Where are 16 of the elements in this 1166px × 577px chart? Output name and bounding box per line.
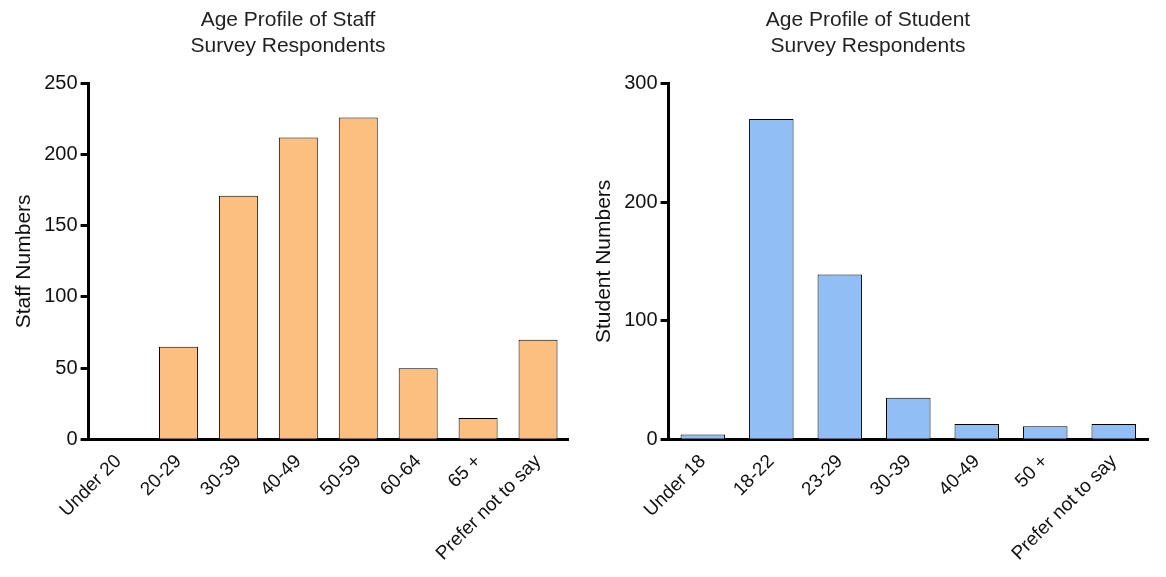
y-tick-label: 200 bbox=[44, 142, 78, 165]
y-axis-title: Staff Numbers bbox=[11, 194, 35, 329]
y-tick-label: 150 bbox=[44, 213, 78, 236]
y-tick-label: 200 bbox=[624, 189, 658, 212]
y-tick-label: 100 bbox=[44, 284, 78, 307]
y-tick-label: 250 bbox=[44, 70, 78, 93]
x-tick-label: 65 + bbox=[443, 450, 485, 492]
y-axis-title: Student Numbers bbox=[591, 179, 615, 344]
x-tick-label: 50 + bbox=[1010, 450, 1052, 492]
y-tick-label: 50 bbox=[55, 355, 78, 378]
y-tick-label: 0 bbox=[646, 426, 658, 449]
chart-title: Age Profile of Staff Survey Respondents bbox=[190, 7, 386, 56]
y-tick-label: 300 bbox=[624, 70, 658, 93]
y-tick-label: 100 bbox=[624, 308, 658, 331]
chart-title: Age Profile of Student Survey Respondents bbox=[765, 7, 971, 56]
y-tick-label: 0 bbox=[66, 426, 78, 449]
